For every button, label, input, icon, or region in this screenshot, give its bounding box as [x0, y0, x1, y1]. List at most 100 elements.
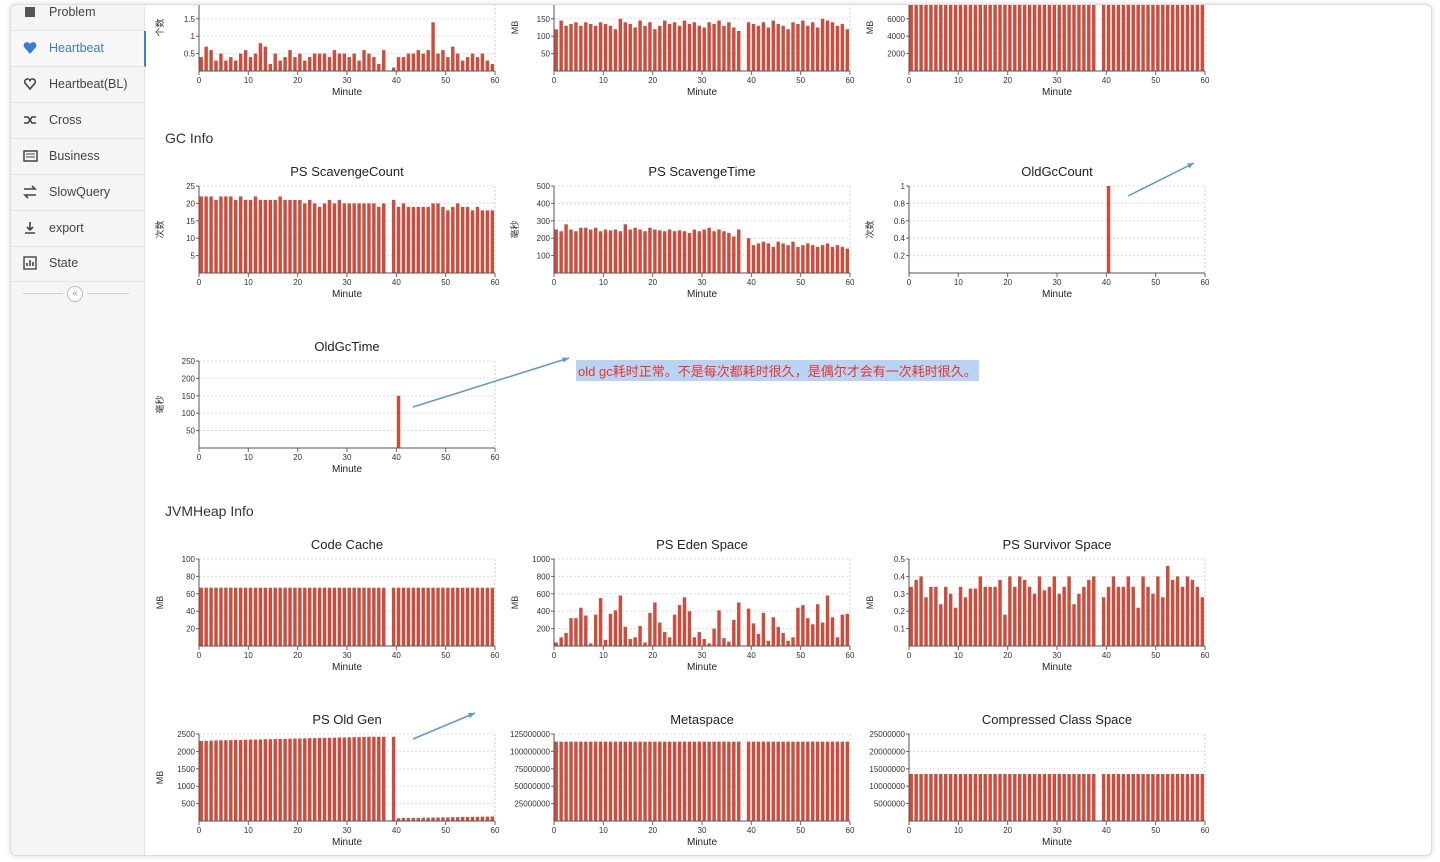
- bar: [766, 640, 771, 646]
- nav-item[interactable]: export: [11, 211, 144, 247]
- bar: [475, 816, 480, 821]
- bar: [963, 597, 968, 646]
- window: GC Info JVMHeap Info 个数 0.5 1 1.5 0 10 20 30 40 50 6…: [10, 4, 1432, 856]
- x-tick-label: 0: [907, 651, 912, 660]
- bar: [672, 231, 677, 273]
- bar: [243, 50, 248, 71]
- bar: [623, 22, 627, 71]
- bar: [958, 774, 963, 821]
- bar: [692, 741, 697, 821]
- chart-title: OldGcCount: [1021, 164, 1093, 179]
- bar: [559, 231, 563, 273]
- bar: [219, 587, 223, 646]
- nav-item[interactable]: Heartbeat: [11, 31, 146, 67]
- bar: [623, 741, 627, 821]
- y-tick-label: 400: [537, 607, 551, 616]
- nav-item[interactable]: Cross: [11, 103, 144, 139]
- x-tick-label: 20: [293, 651, 302, 660]
- bar: [801, 20, 805, 71]
- bar: [219, 53, 223, 71]
- x-tick-label: 50: [1151, 651, 1160, 660]
- bar: [579, 25, 583, 71]
- nav-item[interactable]: Business: [11, 139, 144, 175]
- bar: [1072, 604, 1076, 646]
- bar: [1042, 774, 1047, 821]
- bar: [317, 206, 322, 273]
- bar: [327, 57, 332, 71]
- bar: [204, 740, 208, 821]
- bar: [732, 27, 736, 71]
- y-tick-label: 400: [537, 199, 551, 208]
- y-tick-label: 0.4: [894, 572, 906, 581]
- bar: [707, 22, 711, 71]
- nav-item[interactable]: State: [11, 246, 144, 282]
- bar: [1111, 5, 1116, 72]
- bar: [825, 741, 830, 821]
- bar: [1013, 5, 1017, 72]
- nav-item[interactable]: SlowQuery: [11, 175, 144, 211]
- bar: [643, 25, 647, 71]
- bar: [737, 602, 741, 646]
- x-tick-label: 30: [343, 278, 352, 287]
- bar: [727, 641, 731, 646]
- bar: [574, 741, 578, 821]
- y-tick-label: 60: [186, 590, 195, 599]
- bar: [293, 738, 297, 821]
- bar: [362, 203, 366, 273]
- bar: [342, 203, 346, 273]
- bar: [337, 737, 342, 821]
- bar: [396, 395, 401, 448]
- y-tick-label: 10: [186, 234, 195, 243]
- bar: [312, 203, 317, 273]
- bar: [1027, 774, 1032, 821]
- x-tick-label: 60: [1201, 76, 1210, 85]
- chart-title: PS ScavengeTime: [648, 164, 755, 179]
- nav-icon: [25, 7, 35, 17]
- x-tick-label: 60: [491, 651, 500, 660]
- nav-item[interactable]: Problem: [11, 5, 144, 31]
- bar: [224, 740, 228, 821]
- bar: [396, 206, 401, 273]
- x-tick-label: 60: [1201, 651, 1210, 660]
- y-tick-label: 15: [186, 217, 195, 226]
- bar: [687, 741, 692, 821]
- bar: [712, 24, 716, 71]
- bar: [480, 210, 485, 273]
- bar: [663, 231, 667, 273]
- bar: [342, 53, 346, 71]
- y-tick-label: 1000: [532, 555, 550, 564]
- bar: [1087, 774, 1091, 821]
- bar: [248, 587, 253, 646]
- x-tick-label: 10: [954, 826, 963, 835]
- bar: [840, 614, 845, 646]
- bar: [1170, 579, 1175, 646]
- bar: [406, 587, 411, 646]
- y-tick-label: 1.5: [184, 15, 196, 24]
- bar: [574, 22, 578, 71]
- bar: [1032, 5, 1037, 72]
- bar: [672, 741, 677, 821]
- bar: [564, 741, 568, 821]
- bar: [786, 640, 790, 646]
- chart-title: PS Old Gen: [312, 712, 381, 727]
- nav-item[interactable]: Heartbeat(BL): [11, 67, 144, 103]
- bar: [1131, 586, 1135, 646]
- bar: [411, 53, 416, 71]
- collapse-button[interactable]: «: [67, 286, 83, 302]
- y-axis-label: MB: [510, 596, 520, 610]
- x-axis-label: Minute: [687, 289, 717, 300]
- bar: [811, 22, 815, 71]
- bar: [1077, 593, 1081, 646]
- bar: [278, 587, 282, 646]
- bar: [796, 741, 800, 821]
- bar: [1067, 5, 1071, 72]
- bar: [929, 774, 933, 821]
- bar: [1180, 586, 1185, 646]
- bar: [919, 576, 923, 646]
- bar: [687, 611, 692, 646]
- bar: [253, 587, 258, 646]
- bar: [717, 20, 721, 71]
- bar: [835, 637, 840, 646]
- bar: [988, 586, 992, 646]
- bar: [584, 741, 588, 821]
